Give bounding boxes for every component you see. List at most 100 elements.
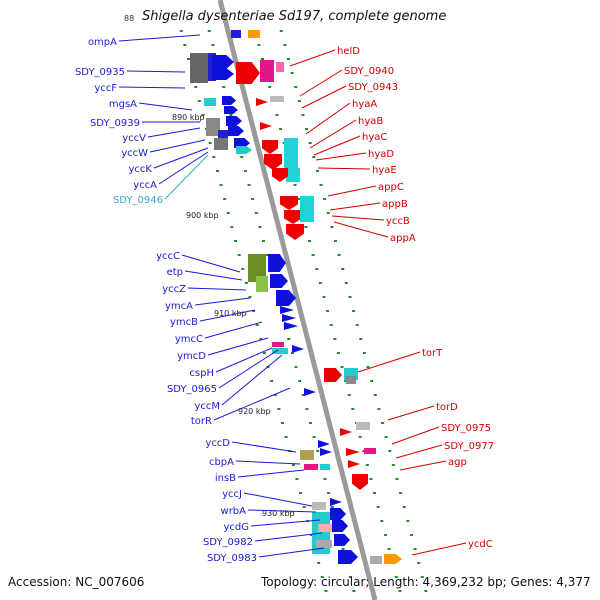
- gene-label-left: yccJ: [222, 489, 242, 500]
- gene-label-left: wrbA: [221, 506, 247, 517]
- gene-block: [364, 448, 376, 454]
- leader-line: [218, 349, 279, 389]
- leader-line: [149, 139, 206, 153]
- leader-line: [235, 460, 301, 465]
- gene-block: [276, 62, 284, 72]
- gene-arrow: [352, 474, 368, 490]
- gene-label-right: torT: [422, 348, 443, 359]
- gene-arrow: [234, 138, 250, 148]
- guide-dot: [317, 562, 321, 564]
- scale-tick-label: 890 kbp: [172, 113, 205, 122]
- guide-dot: [323, 478, 327, 480]
- guide-dot: [420, 576, 424, 578]
- gene-arrow: [320, 448, 332, 456]
- guide-dot: [207, 30, 211, 32]
- gene-label-right: agp: [448, 457, 467, 468]
- gene-block: [248, 254, 266, 282]
- guide-dot: [290, 72, 294, 74]
- guide-dot: [327, 492, 331, 494]
- gene-arrow: [222, 96, 236, 105]
- guide-dot: [179, 30, 183, 32]
- guide-dot: [311, 254, 315, 256]
- guide-dot: [318, 282, 322, 284]
- guide-dot: [365, 464, 369, 466]
- guide-dot: [260, 58, 264, 60]
- gene-labels: ompA SDY_0935 yccF mgsA SDY_0939 yccV yccW yccK…: [75, 37, 494, 564]
- guide-dot: [384, 436, 388, 438]
- leader-line: [138, 102, 193, 111]
- gene-label-right: appB: [382, 199, 408, 210]
- leader-line: [118, 34, 201, 42]
- guide-dot: [301, 394, 305, 396]
- gene-arrow: [330, 508, 346, 520]
- leader-line: [411, 542, 467, 556]
- gene-block: [320, 464, 330, 470]
- guide-dot: [226, 212, 230, 214]
- gene-arrow: [256, 98, 268, 106]
- accession-text: Accession: NC_007606: [8, 575, 145, 589]
- leader-line: [194, 297, 251, 306]
- gene-label-right: appA: [390, 233, 416, 244]
- guide-dot: [424, 590, 428, 592]
- gene-arrow: [212, 68, 234, 80]
- leader-line: [181, 254, 241, 273]
- gene-label-left: yccK: [129, 164, 153, 175]
- gene-label-left: cbpA: [209, 457, 234, 468]
- guide-dot: [201, 114, 205, 116]
- gene-arrow: [332, 520, 348, 532]
- guide-dot: [330, 506, 334, 508]
- leader-line: [237, 469, 305, 478]
- gene-block: [300, 450, 314, 460]
- guide-dot: [298, 380, 302, 382]
- gene-block: [231, 30, 241, 38]
- gene-label-left: yccC: [156, 251, 180, 262]
- guide-dot: [299, 492, 303, 494]
- gene-arrow: [330, 498, 342, 506]
- guide-dot: [394, 576, 398, 578]
- guide-dot: [211, 44, 215, 46]
- guide-dot: [312, 156, 316, 158]
- gene-block: [346, 376, 356, 384]
- leader-line: [333, 221, 389, 238]
- leader-line: [184, 270, 243, 281]
- guide-dot: [257, 44, 261, 46]
- guide-dot: [261, 240, 265, 242]
- guide-dot: [233, 240, 237, 242]
- gene-label-left: ymcD: [177, 351, 206, 362]
- guide-dot: [308, 142, 312, 144]
- gene-arrow: [260, 122, 272, 130]
- scale-tick-label: 930 kbp: [262, 509, 295, 518]
- guide-dot: [291, 464, 295, 466]
- gene-arrow: [384, 554, 402, 564]
- guide-dot: [380, 520, 384, 522]
- guide-dot: [273, 394, 277, 396]
- guide-dot: [319, 184, 323, 186]
- gene-label-left: SDY_0982: [203, 537, 253, 548]
- gene-label-right: torD: [436, 402, 458, 413]
- genome-backbone: [217, 0, 378, 600]
- guide-dot: [208, 142, 212, 144]
- leader-line: [204, 321, 263, 339]
- guide-dot: [340, 366, 344, 368]
- guide-dot: [305, 408, 309, 410]
- leader-line: [391, 426, 440, 445]
- guide-dot: [265, 254, 269, 256]
- guide-dot: [307, 240, 311, 242]
- guide-dot: [326, 310, 330, 312]
- gene-block: [284, 138, 298, 168]
- guide-dot: [230, 226, 234, 228]
- gene-label-right: helD: [337, 46, 360, 57]
- gene-arrow: [280, 196, 298, 210]
- guide-dot: [284, 436, 288, 438]
- leader-line: [153, 147, 209, 169]
- gene-arrow: [340, 428, 352, 436]
- gene-arrow: [304, 388, 316, 396]
- gene-block: [218, 130, 228, 138]
- gene-arrow: [348, 460, 360, 468]
- guide-dot: [275, 114, 279, 116]
- guide-dot: [324, 590, 328, 592]
- gene-arrow: [228, 126, 244, 136]
- gene-label-left: cspH: [189, 368, 214, 379]
- scale-ticks: 890 kbp 900 kbp 910 kbp 920 kbp 930 kbp: [172, 113, 295, 518]
- guide-dot: [297, 198, 301, 200]
